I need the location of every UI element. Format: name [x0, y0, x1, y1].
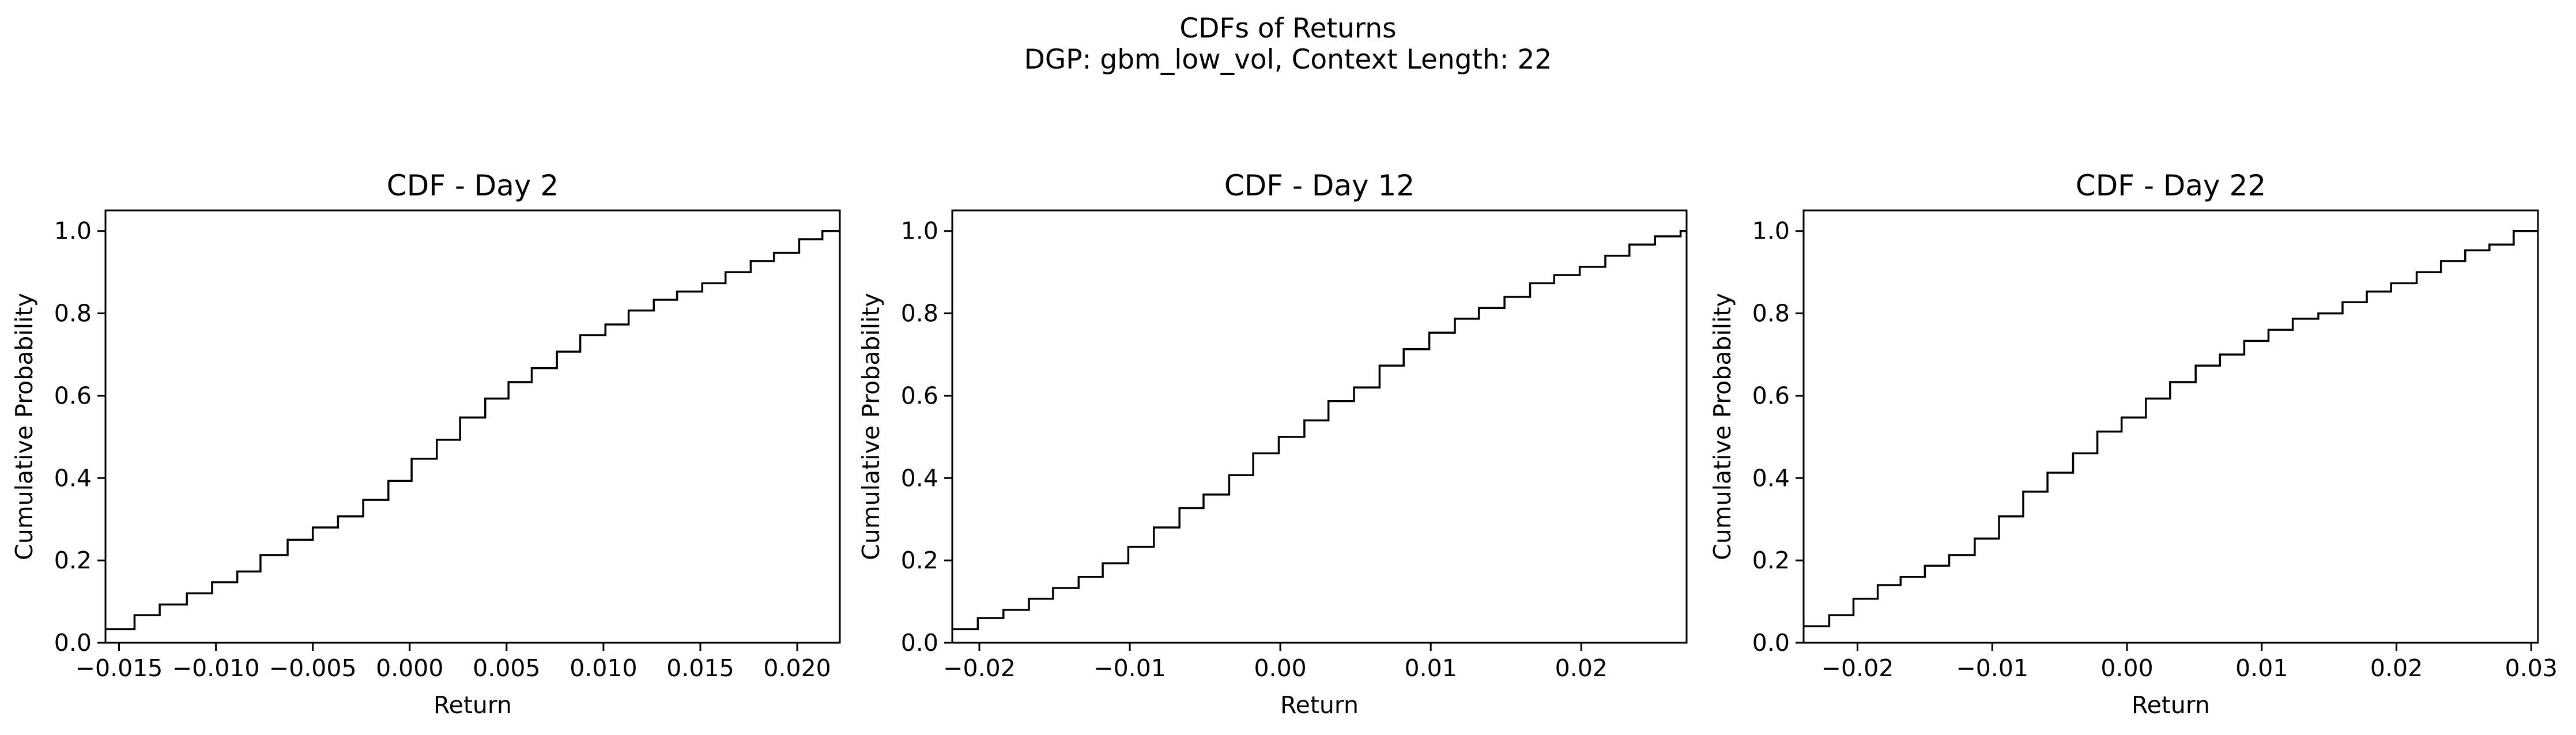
cdf-day-22-xtick-label: 0.00: [2100, 654, 2153, 682]
cdf-day-22-ytick-label: 0.6: [1752, 382, 1790, 409]
cdf-day-2-ytick-label: 0.2: [54, 546, 92, 574]
cdf-day-12-ytick-label: 1.0: [901, 217, 938, 245]
cdf-day-12-ytick-label: 0.4: [901, 464, 938, 492]
cdf-day-22-ytick-label: 1.0: [1752, 217, 1790, 245]
cdf-day-2-ytick-label: 0.6: [54, 382, 92, 409]
cdf-day-2-xtick-label: 0.015: [666, 654, 734, 682]
cdf-day-2-xtick-label: 0.000: [376, 654, 443, 682]
figure-subtitle: DGP: gbm_low_vol, Context Length: 22: [1024, 44, 1552, 76]
cdf-day-22-cdf-step-line: [1804, 229, 2538, 628]
cdf-day-12-ytick-label: 0.8: [901, 300, 938, 327]
cdf-day-2-xtick-label: −0.010: [172, 654, 260, 682]
cdf-day-22-ytick-label: 0.4: [1752, 464, 1790, 492]
cdf-day-22-xtick-label: −0.01: [1956, 654, 2028, 682]
cdf-day-22-xtick-label: −0.02: [1821, 654, 1894, 682]
cdf-day-12-cdf-step-line: [952, 229, 1687, 631]
cdf-day-12-xtick-label: 0.02: [1555, 654, 1608, 682]
cdf-day-12-x-axis-label: Return: [1280, 691, 1359, 719]
cdf-day-22-xtick-label: 0.01: [2235, 654, 2288, 682]
cdf-day-2-xtick-label: 0.020: [763, 654, 831, 682]
cdf-day-22-axes-frame: [1802, 209, 2539, 644]
cdf-day-22-x-axis-label: Return: [2132, 691, 2210, 719]
cdf-day-22-xtick-label: 0.02: [2370, 654, 2423, 682]
cdf-day-2-x-axis-label: Return: [433, 691, 512, 719]
cdf-day-22-xtick-label: 0.03: [2505, 654, 2558, 682]
cdf-day-2-xtick-label: 0.010: [569, 654, 637, 682]
cdf-day-12-xtick-label: −0.02: [943, 654, 1016, 682]
cdf-day-12-y-axis-label: Cumulative Probability: [857, 293, 885, 560]
cdf-day-2-xtick-label: 0.005: [473, 654, 540, 682]
cdf-day-22-ytick-label: 0.8: [1752, 300, 1790, 327]
cdf-day-12-ytick-label: 0.2: [901, 546, 938, 574]
cdf-day-2-ytick-label: 0.4: [54, 464, 92, 492]
cdf-day-12-axes-frame: [951, 209, 1688, 644]
cdf-day-22-y-axis-label: Cumulative Probability: [1708, 293, 1736, 560]
cdf-day-22-ytick-label: 0.2: [1752, 546, 1790, 574]
cdf-day-2-ytick-label: 1.0: [54, 217, 92, 245]
cdf-day-12-xtick-label: 0.01: [1405, 654, 1457, 682]
cdf-day-12-xtick-label: 0.00: [1254, 654, 1306, 682]
cdf-day-22-ytick-label: 0.0: [1752, 629, 1790, 657]
cdf-day-2-title: CDF - Day 2: [387, 169, 559, 202]
cdf-day-2-xtick-label: −0.015: [76, 654, 163, 682]
cdf-day-22-title: CDF - Day 22: [2076, 169, 2266, 202]
cdf-day-2-ytick-label: 0.0: [54, 629, 92, 657]
cdf-day-12-xtick-label: −0.01: [1093, 654, 1166, 682]
cdf-day-2-axes-frame: [104, 209, 841, 644]
cdf-day-12-ytick-label: 0.6: [901, 382, 938, 409]
cdf-day-2-xtick-label: −0.005: [269, 654, 357, 682]
cdf-day-2-y-axis-label: Cumulative Probability: [10, 293, 38, 560]
figure-title: CDFs of Returns: [1179, 13, 1397, 44]
cdf-day-2-cdf-step-line: [105, 229, 840, 631]
cdf-day-2-ytick-label: 0.8: [54, 300, 92, 327]
cdf-day-12-title: CDF - Day 12: [1224, 169, 1415, 202]
cdf-day-12-ytick-label: 0.0: [901, 629, 938, 657]
